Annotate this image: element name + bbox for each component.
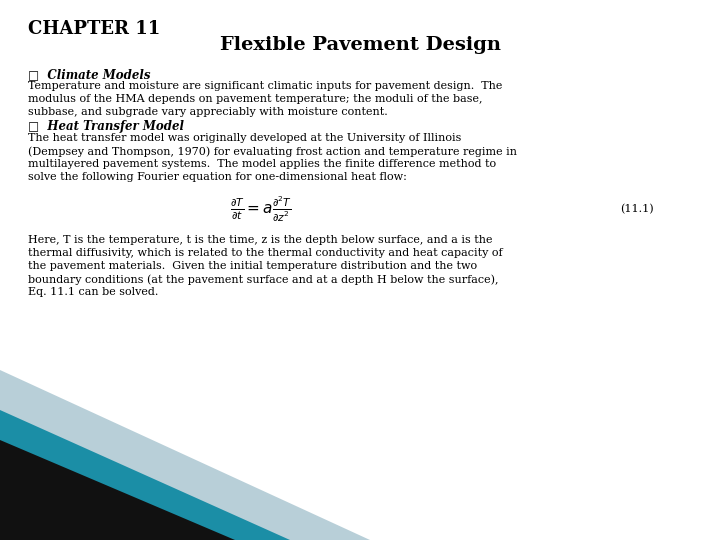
Text: The heat transfer model was originally developed at the University of Illinois: The heat transfer model was originally d… (28, 133, 462, 143)
Text: (Dempsey and Thompson, 1970) for evaluating frost action and temperature regime : (Dempsey and Thompson, 1970) for evaluat… (28, 146, 517, 157)
Text: Flexible Pavement Design: Flexible Pavement Design (220, 36, 500, 54)
Text: Eq. 11.1 can be solved.: Eq. 11.1 can be solved. (28, 287, 158, 297)
Text: multilayered pavement systems.  The model applies the finite difference method t: multilayered pavement systems. The model… (28, 159, 496, 169)
Text: CHAPTER 11: CHAPTER 11 (28, 20, 161, 38)
Text: □  Climate Models: □ Climate Models (28, 68, 150, 81)
Text: □  Heat Transfer Model: □ Heat Transfer Model (28, 120, 184, 133)
Text: boundary conditions (at the pavement surface and at a depth H below the surface): boundary conditions (at the pavement sur… (28, 274, 498, 285)
Text: (11.1): (11.1) (620, 204, 654, 214)
Text: thermal diffusivity, which is related to the thermal conductivity and heat capac: thermal diffusivity, which is related to… (28, 248, 503, 258)
Text: Here, T is the temperature, t is the time, z is the depth below surface, and a i: Here, T is the temperature, t is the tim… (28, 235, 492, 245)
Text: the pavement materials.  Given the initial temperature distribution and the two: the pavement materials. Given the initia… (28, 261, 477, 271)
Text: solve the following Fourier equation for one-dimensional heat flow:: solve the following Fourier equation for… (28, 172, 407, 182)
Polygon shape (0, 440, 235, 540)
Polygon shape (0, 410, 290, 540)
Text: subbase, and subgrade vary appreciably with moisture content.: subbase, and subgrade vary appreciably w… (28, 107, 388, 117)
Text: Temperature and moisture are significant climatic inputs for pavement design.  T: Temperature and moisture are significant… (28, 81, 503, 91)
Text: $\frac{\partial T}{\partial t} = a\frac{\partial^2 T}{\partial z^2}$: $\frac{\partial T}{\partial t} = a\frac{… (230, 194, 292, 224)
Text: modulus of the HMA depends on pavement temperature; the moduli of the base,: modulus of the HMA depends on pavement t… (28, 94, 482, 104)
Polygon shape (0, 370, 370, 540)
